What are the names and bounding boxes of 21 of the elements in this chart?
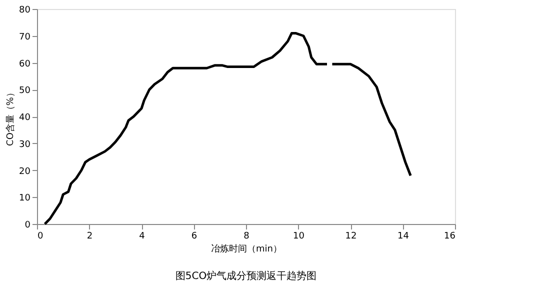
text: 图5CO炉气成分预测返干趋势图 [175, 270, 317, 282]
y-tick-label: 20 [19, 166, 31, 177]
x-tick-label: 12 [345, 232, 357, 242]
y-tick-label: 40 [19, 113, 31, 123]
y-axis-title: CO含量（%） [5, 88, 16, 146]
x-tick-label: 0 [38, 232, 44, 242]
x-tick-label: 14 [398, 232, 410, 242]
x-tick-label: 6 [191, 232, 198, 242]
y-tick-label: 0 [24, 220, 31, 230]
y-tick-label: 80 [19, 6, 31, 16]
y-tick-label: 30 [19, 140, 31, 150]
y-tick-label: 70 [19, 32, 31, 42]
x-tick-label: 2 [86, 232, 93, 242]
y-tick-label: 50 [19, 86, 31, 96]
x-tick-label: 8 [244, 232, 250, 242]
y-tick-label: 10 [19, 194, 31, 204]
x-axis-title: 冶炼时间（min） [211, 244, 282, 254]
x-tick-label: 16 [444, 232, 456, 242]
x-tick-label: 10 [293, 232, 305, 242]
x-tick-label: 4 [139, 232, 146, 242]
y-tick-label: 60 [19, 59, 31, 70]
